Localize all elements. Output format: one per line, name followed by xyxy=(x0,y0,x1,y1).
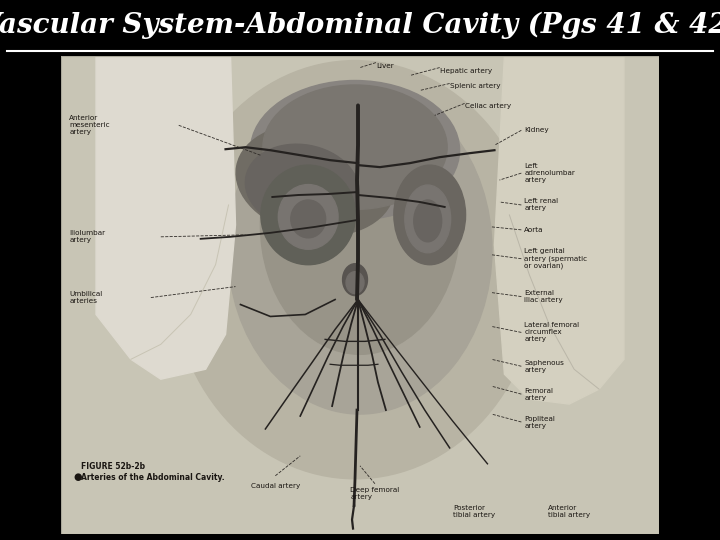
Ellipse shape xyxy=(405,185,451,253)
Ellipse shape xyxy=(228,85,492,414)
Text: Left
adrenolumbar
artery: Left adrenolumbar artery xyxy=(524,163,575,183)
Text: Popliteal
artery: Popliteal artery xyxy=(524,415,555,429)
Text: Left genital
artery (spermatic
or ovarian): Left genital artery (spermatic or ovaria… xyxy=(524,248,588,269)
Ellipse shape xyxy=(343,264,367,295)
Text: Umbilical
arteries: Umbilical arteries xyxy=(69,291,102,304)
Text: Anterior
tibial artery: Anterior tibial artery xyxy=(548,505,590,518)
Text: Deep femoral
artery: Deep femoral artery xyxy=(351,487,400,500)
Text: Left renal
artery: Left renal artery xyxy=(524,199,559,212)
Ellipse shape xyxy=(261,96,459,354)
Ellipse shape xyxy=(251,80,459,220)
Text: Lateral femoral
circumflex
artery: Lateral femoral circumflex artery xyxy=(524,322,580,342)
Ellipse shape xyxy=(263,85,447,210)
Ellipse shape xyxy=(394,165,466,265)
Text: ●: ● xyxy=(73,472,81,482)
Text: Liver: Liver xyxy=(376,63,394,69)
Ellipse shape xyxy=(236,124,395,236)
Text: Femoral
artery: Femoral artery xyxy=(524,388,554,401)
Text: FIGURE 52b-2b
Arteries of the Abdominal Cavity.: FIGURE 52b-2b Arteries of the Abdominal … xyxy=(81,462,225,482)
Text: Kidney: Kidney xyxy=(524,127,549,133)
Text: Splenic artery: Splenic artery xyxy=(449,84,500,90)
Text: Hepatic artery: Hepatic artery xyxy=(440,68,492,73)
Ellipse shape xyxy=(414,200,441,242)
Text: Posterior
tibial artery: Posterior tibial artery xyxy=(454,505,495,518)
Text: Celiac artery: Celiac artery xyxy=(464,103,510,110)
Ellipse shape xyxy=(261,165,356,265)
Polygon shape xyxy=(96,56,235,379)
Ellipse shape xyxy=(171,60,539,479)
Text: Caudal artery: Caudal artery xyxy=(251,483,300,489)
Text: Iliolumbar
artery: Iliolumbar artery xyxy=(69,231,105,244)
Text: Aorta: Aorta xyxy=(524,227,544,233)
Ellipse shape xyxy=(246,144,359,230)
Ellipse shape xyxy=(346,272,364,294)
Text: Anterior
mesenteric
artery: Anterior mesenteric artery xyxy=(69,116,109,136)
Ellipse shape xyxy=(279,185,338,249)
Text: External
iliac artery: External iliac artery xyxy=(524,290,563,303)
Text: Saphenous
artery: Saphenous artery xyxy=(524,360,564,373)
Ellipse shape xyxy=(291,200,325,238)
Text: Vascular System-Abdominal Cavity (Pgs 41 & 42): Vascular System-Abdominal Cavity (Pgs 41… xyxy=(0,12,720,39)
Polygon shape xyxy=(495,56,624,404)
